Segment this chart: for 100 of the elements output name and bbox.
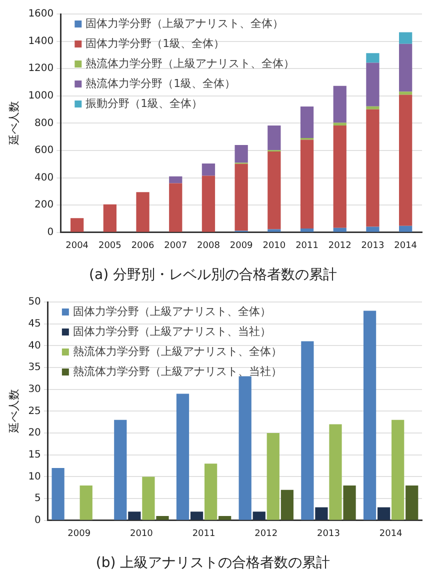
- bar: [333, 126, 346, 228]
- y-tick-label: 400: [34, 172, 54, 184]
- bar: [366, 109, 380, 227]
- bar: [169, 176, 182, 184]
- y-tick-label: 50: [28, 296, 41, 308]
- bar: [268, 229, 281, 232]
- bar: [136, 192, 150, 232]
- y-axis-title: 延べ人数: [7, 389, 20, 434]
- y-tick-label: 35: [28, 362, 41, 374]
- bar: [142, 476, 155, 520]
- bar: [52, 468, 64, 520]
- bar: [252, 512, 266, 520]
- legend-label: 熱流体力学分野（上級アナリスト、全体）: [86, 56, 295, 70]
- x-tick-label: 2010: [130, 529, 154, 540]
- legend-label: 振動分野（1級、全体）: [86, 96, 203, 110]
- legend-label: 固体力学分野（上級アナリスト、当社）: [72, 324, 271, 338]
- bar: [169, 183, 182, 232]
- bar: [378, 507, 390, 520]
- bar: [301, 341, 314, 520]
- y-tick-label: 600: [34, 145, 54, 156]
- text: (b) 上級アナリストの合格者数の累計: [96, 555, 330, 572]
- y-tick-label: 10: [28, 471, 41, 482]
- bar: [268, 151, 281, 230]
- legend-label: 固体力学分野（上級アナリスト、全体）: [72, 304, 271, 318]
- bar: [363, 310, 376, 520]
- bar: [266, 433, 280, 520]
- bar: [399, 226, 412, 232]
- bar: [333, 122, 346, 126]
- bar: [80, 485, 92, 520]
- bar: [366, 106, 380, 110]
- bar: [392, 420, 404, 520]
- bar: [202, 163, 216, 176]
- y-tick-label: 15: [28, 449, 41, 460]
- bar: [218, 516, 232, 520]
- bar: [190, 512, 204, 520]
- x-tick-label: 2011: [296, 241, 318, 252]
- y-tick-label: 45: [28, 318, 41, 330]
- y-tick-label: 25: [28, 406, 41, 417]
- y-tick-label: 20: [28, 428, 41, 439]
- x-tick-label: 2009: [68, 529, 91, 540]
- x-tick-label: 2010: [262, 241, 286, 252]
- bar: [176, 394, 190, 520]
- x-tick-label: 2008: [197, 241, 220, 252]
- y-tick-label: 0: [34, 514, 41, 526]
- x-tick-label: 2012: [328, 241, 352, 252]
- y-tick-label: 0: [47, 226, 54, 238]
- bar: [315, 507, 328, 520]
- y-tick-label: 1400: [28, 36, 54, 47]
- bar: [366, 226, 380, 232]
- x-tick-label: 2012: [254, 529, 278, 540]
- x-tick-label: 2013: [317, 529, 340, 540]
- bar: [268, 126, 281, 150]
- bar: [333, 228, 346, 232]
- bar: [128, 512, 141, 520]
- bar: [70, 218, 84, 232]
- x-tick-label: 2014: [379, 529, 403, 540]
- legend-label: 熱流体力学分野（1級、全体）: [86, 76, 236, 90]
- x-tick-label: 2009: [230, 241, 254, 252]
- y-axis-title: 延べ人数: [7, 101, 20, 146]
- bar: [399, 94, 412, 226]
- bar: [399, 44, 412, 92]
- legend-label: 熱流体力学分野（上級アナリスト、当社）: [72, 364, 282, 378]
- legend-label: 固体力学分野（1級、全体）: [86, 36, 225, 50]
- y-tick-label: 40: [28, 340, 41, 352]
- bar: [300, 140, 314, 228]
- bar: [366, 62, 380, 106]
- bar: [366, 53, 380, 63]
- y-tick-label: 1600: [28, 8, 54, 20]
- bar: [202, 176, 216, 232]
- x-tick-label: 2005: [98, 241, 122, 252]
- bar: [156, 516, 169, 520]
- bar: [333, 86, 346, 123]
- x-tick-label: 2011: [192, 529, 216, 540]
- legend-label: 熱流体力学分野（上級アナリスト、全体）: [72, 344, 282, 358]
- bar: [343, 485, 356, 520]
- bar: [300, 106, 314, 138]
- y-tick-label: 800: [34, 118, 54, 129]
- legend-label: 固体力学分野（上級アナリスト、全体）: [86, 16, 284, 30]
- bar: [234, 145, 248, 163]
- bar: [238, 376, 252, 520]
- x-tick-label: 2014: [394, 241, 418, 252]
- bar: [399, 32, 412, 44]
- bar: [114, 420, 127, 520]
- y-tick-label: 5: [34, 493, 41, 504]
- y-tick-label: 30: [28, 384, 41, 395]
- y-tick-label: 1200: [28, 63, 54, 74]
- bar: [300, 228, 314, 232]
- bar: [204, 464, 218, 520]
- y-tick-label: 200: [34, 200, 54, 211]
- bar: [399, 92, 412, 95]
- y-tick-label: 1000: [28, 90, 54, 102]
- x-tick-label: 2007: [164, 241, 188, 252]
- bar: [280, 490, 294, 520]
- bar: [234, 164, 248, 231]
- bar: [103, 204, 116, 232]
- text: (a) 分野別・レベル別の合格者数の累計: [89, 267, 337, 284]
- bar: [406, 485, 418, 520]
- x-tick-label: 2004: [66, 241, 89, 252]
- x-tick-label: 2006: [131, 241, 154, 252]
- bar: [329, 424, 342, 520]
